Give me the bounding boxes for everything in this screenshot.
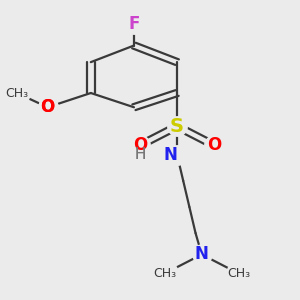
Text: F: F xyxy=(128,15,140,33)
Text: O: O xyxy=(133,136,147,154)
Text: H: H xyxy=(135,147,146,162)
Text: CH₃: CH₃ xyxy=(5,86,28,100)
Text: O: O xyxy=(207,136,221,154)
Text: O: O xyxy=(40,98,55,116)
Text: CH₃: CH₃ xyxy=(227,267,250,280)
Text: S: S xyxy=(170,117,184,136)
Text: O: O xyxy=(40,98,55,116)
Text: N: N xyxy=(163,146,177,164)
Text: CH₃: CH₃ xyxy=(153,267,176,280)
Text: H: H xyxy=(135,147,146,162)
Text: N: N xyxy=(195,245,209,263)
